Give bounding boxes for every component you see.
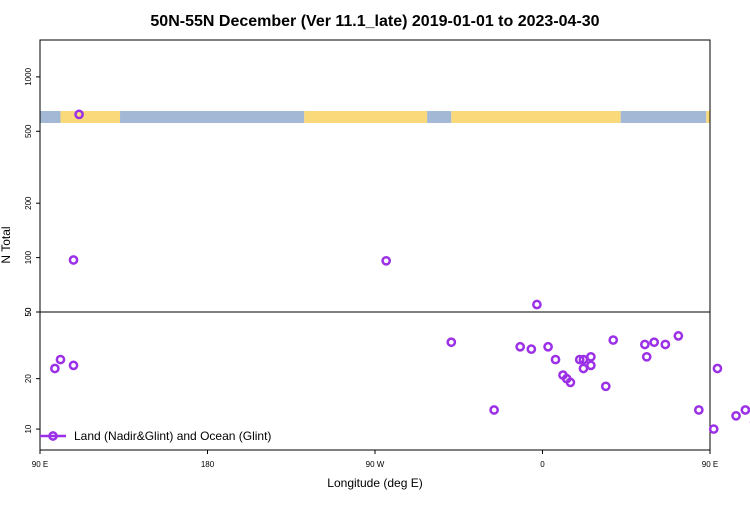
upper-panel-frame (39, 39, 711, 313)
y-tick-label: 50 (24, 307, 33, 316)
y-tick-label: 1000 (24, 67, 33, 85)
y-tick-label: 500 (24, 124, 33, 138)
legend: Land (Nadir&Glint) and Ocean (Glint) (40, 429, 271, 443)
data-point (515, 341, 526, 352)
data-point (578, 363, 589, 374)
land-ocean-band (40, 110, 710, 123)
data-point (50, 363, 60, 374)
band-segment-land (304, 110, 428, 123)
band-segment-ocean (620, 110, 707, 123)
y-tick-label: 100 (24, 250, 33, 264)
data-point (74, 109, 84, 120)
data-points (50, 109, 750, 434)
data-point (708, 424, 719, 434)
data-point (608, 335, 619, 345)
x-tick-label: 0 (540, 460, 545, 469)
data-point (712, 363, 723, 374)
band-segment-ocean (427, 110, 452, 123)
band-segment-ocean (40, 110, 61, 123)
x-axis-label: Longitude (deg E) (327, 476, 422, 490)
data-point (731, 410, 741, 421)
x-axis-ticks: 90 E 180 90 W 0 90 E (32, 450, 718, 469)
legend-marker (48, 431, 58, 441)
data-point (673, 331, 684, 341)
band-segment-land (451, 110, 621, 123)
y-axis-label: N Total (0, 226, 13, 263)
x-tick-label: 90 E (702, 460, 718, 469)
data-point (565, 377, 576, 388)
y-tick-label: 20 (24, 374, 33, 383)
x-tick-label: 180 (201, 460, 215, 469)
data-point (586, 360, 596, 371)
data-point (740, 405, 750, 415)
band-segment-ocean (120, 110, 305, 123)
data-point (586, 351, 596, 362)
data-point (526, 344, 537, 355)
data-point (489, 405, 499, 415)
x-tick-label: 90 W (366, 460, 385, 469)
chart-title: 50N-55N December (Ver 11.1_late) 2019-01… (150, 13, 599, 30)
y-tick-label: 200 (24, 196, 33, 210)
band-segment-land (706, 110, 710, 123)
band-segment-land (60, 110, 121, 123)
data-point (381, 255, 392, 266)
data-point (640, 339, 650, 350)
data-point (68, 360, 79, 371)
data-point (55, 354, 66, 365)
legend-label: Land (Nadir&Glint) and Ocean (Glint) (74, 429, 271, 443)
data-point (532, 299, 542, 310)
data-point (693, 405, 704, 415)
y-tick-label: 50 (24, 307, 33, 316)
data-point (68, 255, 79, 265)
data-point (574, 354, 585, 365)
data-point (649, 337, 660, 348)
data-point (600, 381, 611, 392)
x-tick-label: 90 E (32, 460, 48, 469)
data-point (543, 341, 553, 352)
y-tick-label: 10 (24, 424, 33, 433)
data-point (550, 354, 561, 365)
data-point (446, 337, 457, 348)
data-point (641, 351, 652, 362)
data-point (660, 339, 671, 350)
